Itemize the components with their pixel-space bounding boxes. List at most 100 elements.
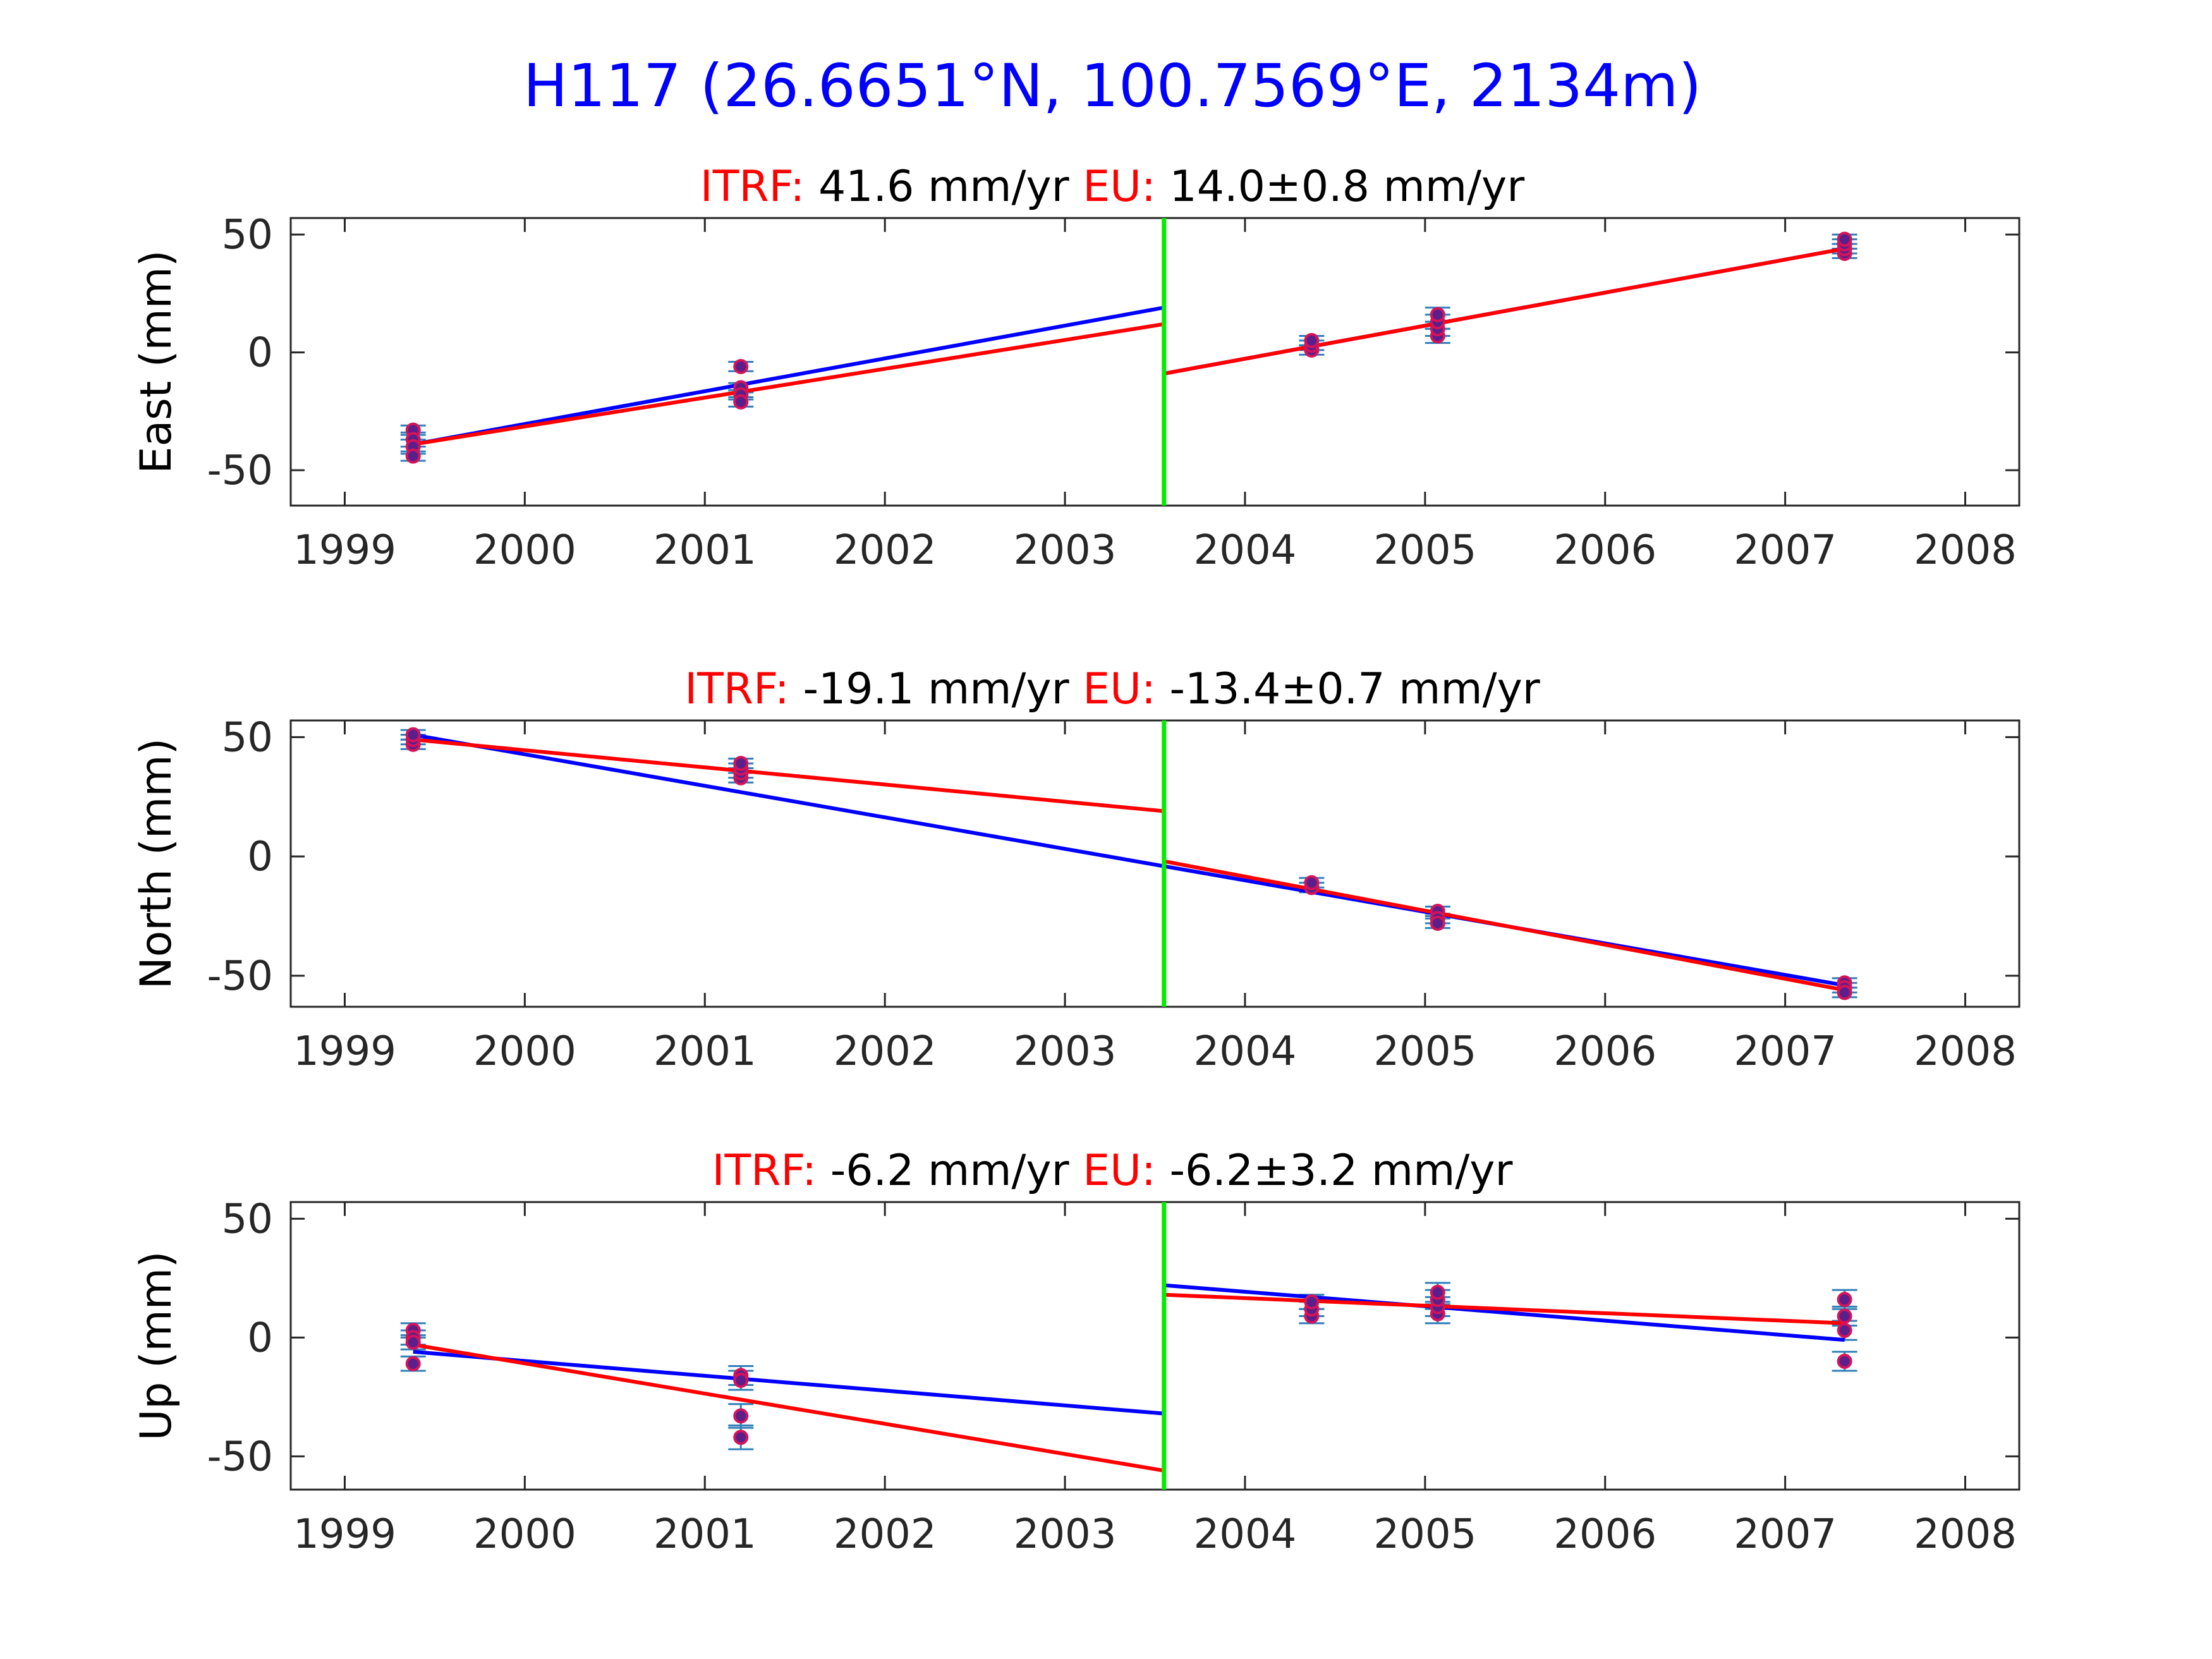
data-point: [1837, 1323, 1852, 1339]
data-point: [1430, 307, 1445, 322]
x-tick-label: 2002: [834, 1511, 937, 1558]
y-axis-label: North (mm): [131, 738, 181, 989]
eu-rate: -6.2±3.2 mm/yr: [1170, 1146, 1513, 1196]
x-tick-label: 2002: [834, 527, 937, 574]
eu-label: EU:: [1083, 162, 1156, 212]
x-tick-label: 2005: [1373, 1511, 1476, 1558]
data-point: [733, 755, 749, 771]
axes-box: [289, 217, 2021, 507]
x-tick-label: 2001: [653, 1511, 757, 1558]
y-tick-label: 50: [222, 212, 273, 258]
x-tick-label: 1999: [293, 1028, 396, 1075]
eu-fit-line: [413, 322, 1165, 446]
x-tick-label: 2005: [1373, 1028, 1476, 1075]
eu-fit-line: [413, 738, 1165, 813]
x-tick-label: 2008: [1914, 1028, 2017, 1075]
itrf-rate: -19.1 mm/yr: [803, 664, 1069, 714]
panel-north-rate-title: ITRF: -19.1 mm/yr EU: -13.4±0.7 mm/yr: [684, 664, 1540, 714]
data-point: [733, 1408, 749, 1424]
y-tick-label: 0: [247, 834, 273, 880]
y-tick-label: 50: [222, 1196, 273, 1243]
eu-rate: 14.0±0.8 mm/yr: [1170, 162, 1525, 212]
panel-data: [400, 1282, 1857, 1473]
x-tick-label: 2001: [653, 527, 757, 574]
x-tick-label: 2000: [473, 1028, 576, 1075]
y-axis-label: Up (mm): [131, 1251, 181, 1440]
x-tick-label: 2006: [1553, 527, 1656, 574]
panel-north: 1999 2000 2001 2002 2003 2004 2005 2006 2007 2008…: [131, 714, 2021, 1075]
data-point: [1304, 1294, 1320, 1310]
itrf-fit-line: [413, 305, 1165, 446]
itrf-label: ITRF:: [700, 162, 805, 212]
x-tick-label: 2008: [1914, 527, 2017, 574]
eu-label: EU:: [1083, 1146, 1156, 1196]
itrf-rate: -6.2 mm/yr: [830, 1146, 1069, 1196]
eu-fit-line: [1164, 1292, 1845, 1325]
panel-data: [400, 727, 1857, 1000]
data-point: [1304, 875, 1320, 890]
y-tick-label: -50: [207, 953, 273, 1000]
panel-up-rate-title: ITRF: -6.2 mm/yr EU: -6.2±3.2 mm/yr: [712, 1146, 1512, 1196]
x-tick-label: 2003: [1014, 1028, 1117, 1075]
x-tick-label: 2008: [1914, 1511, 2017, 1558]
itrf-rate: 41.6 mm/yr: [818, 162, 1069, 212]
eu-fit-line: [1164, 246, 1845, 376]
x-tick-label: 2004: [1194, 1028, 1297, 1075]
data-point: [733, 358, 749, 374]
x-tick-label: 2007: [1734, 527, 1837, 574]
x-tick-label: 1999: [293, 527, 396, 574]
y-tick-label: 0: [247, 1315, 273, 1361]
x-tick-label: 2003: [1014, 1511, 1117, 1558]
data-point: [1837, 1353, 1852, 1369]
x-tick-label: 2004: [1194, 527, 1297, 574]
data-point: [1430, 1284, 1445, 1300]
x-tick-label: 2007: [1734, 1028, 1837, 1075]
data-point: [1837, 1292, 1852, 1308]
x-tick-label: 2005: [1373, 527, 1476, 574]
itrf-fit-line: [413, 1349, 1164, 1416]
panels-layer: 1999 2000 2001 2002 2003 2004 2005 2006 2007 2008…: [131, 212, 2021, 1558]
x-tick-label: 2001: [653, 1028, 757, 1075]
eu-rate: -13.4±0.7 mm/yr: [1170, 664, 1540, 714]
y-axis-label: East (mm): [131, 250, 181, 474]
axes-box: [289, 719, 2021, 1008]
data-point: [1837, 231, 1852, 247]
itrf-fit-line: [1164, 1283, 1845, 1342]
eu-fit-line: [413, 1342, 1165, 1473]
x-tick-label: 2002: [834, 1028, 937, 1075]
y-tick-label: 50: [222, 714, 273, 761]
data-point: [733, 394, 749, 410]
data-point: [1430, 915, 1445, 931]
data-point: [405, 448, 421, 464]
x-tick-label: 2000: [473, 527, 576, 574]
data-point: [733, 1430, 749, 1445]
data-point: [1837, 985, 1852, 1000]
axes-box: [289, 1201, 2021, 1491]
eu-fit-line: [1164, 859, 1845, 992]
y-tick-label: -50: [207, 1433, 273, 1480]
y-tick-label: 0: [247, 330, 273, 377]
x-tick-label: 2000: [473, 1511, 576, 1558]
data-point: [1837, 1308, 1852, 1324]
data-point: [733, 1373, 749, 1389]
eu-label: EU:: [1083, 664, 1156, 714]
data-point: [1304, 332, 1320, 348]
itrf-label: ITRF:: [684, 664, 789, 714]
panel-east-rate-title: ITRF: 41.6 mm/yr EU: 14.0±0.8 mm/yr: [700, 162, 1525, 212]
x-tick-label: 2007: [1734, 1511, 1837, 1558]
x-tick-label: 2003: [1014, 527, 1117, 574]
x-tick-label: 2006: [1553, 1511, 1656, 1558]
x-tick-label: 2004: [1194, 1511, 1297, 1558]
panel-data: [400, 231, 1857, 464]
itrf-label: ITRF:: [712, 1146, 817, 1196]
y-tick-label: -50: [207, 447, 273, 494]
x-tick-label: 1999: [293, 1511, 396, 1558]
panel-east: 1999 2000 2001 2002 2003 2004 2005 2006 2007 2008…: [131, 212, 2021, 574]
data-point: [405, 727, 421, 743]
panel-up: 1999 2000 2001 2002 2003 2004 2005 2006 2007 2008…: [131, 1196, 2021, 1558]
x-tick-label: 2006: [1553, 1028, 1656, 1075]
figure-title: H117 (26.6651°N, 100.7569°E, 2134m): [523, 52, 1702, 121]
data-point: [405, 1356, 421, 1371]
